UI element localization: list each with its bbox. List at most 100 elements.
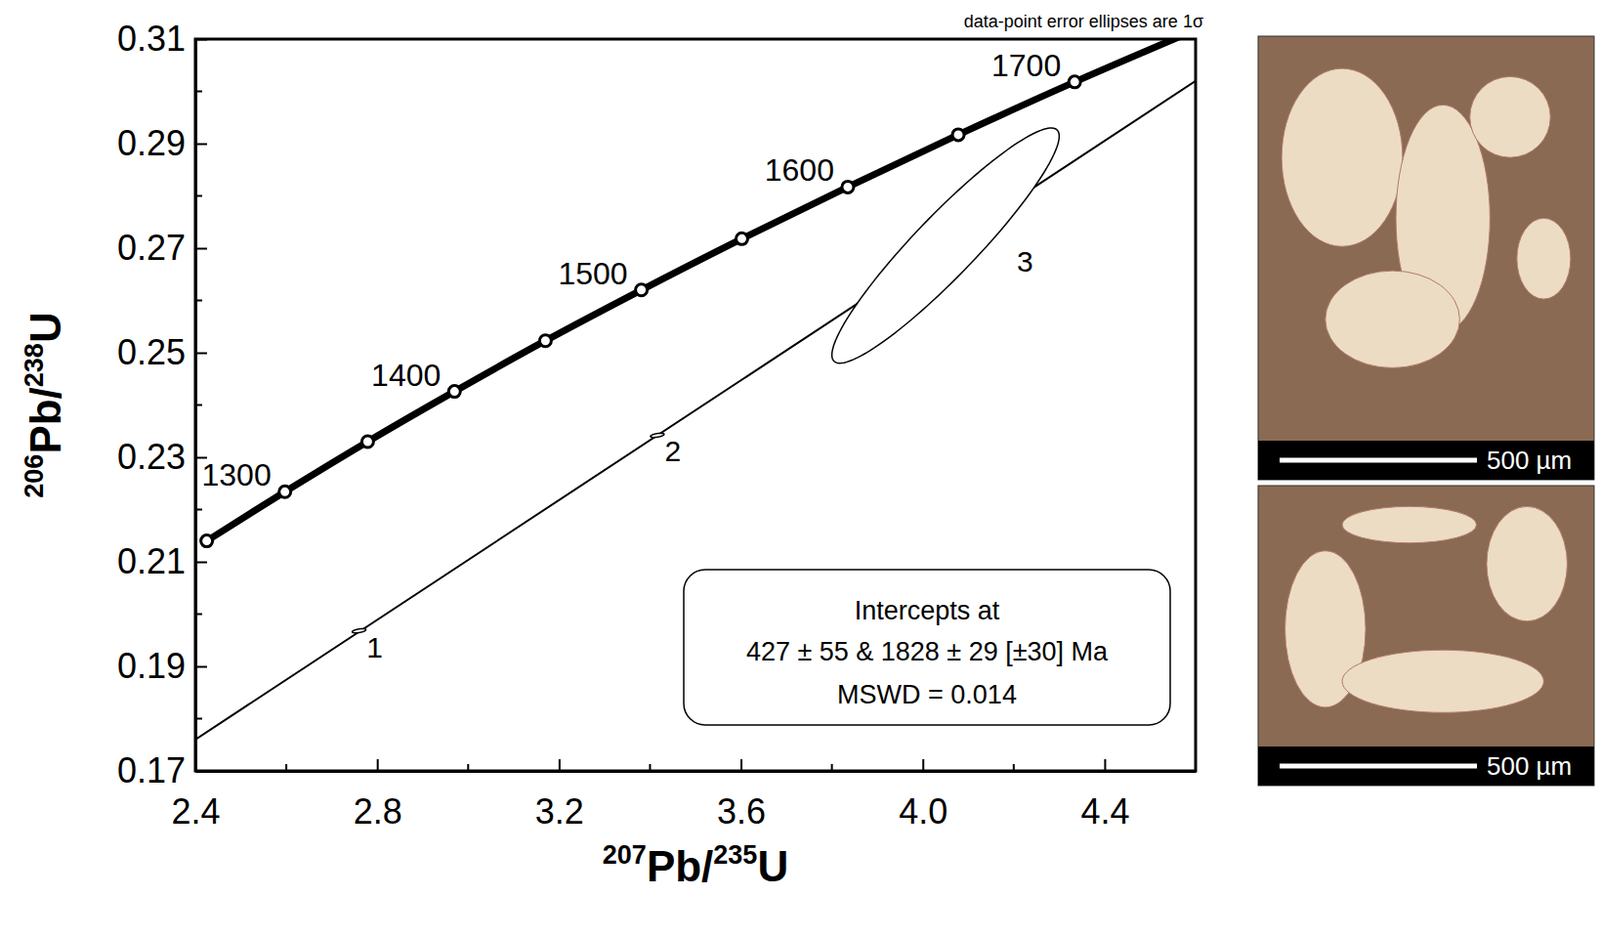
age-label: 1600 [764,152,835,188]
photo-texture [1516,217,1571,299]
y-minor-tick [195,299,203,302]
x-minor-tick [1012,763,1015,771]
y-minor-tick [195,195,203,198]
y-tick-mark [195,143,208,146]
y-tick: 0.19 [117,645,208,686]
concordia-age-marker [448,385,461,398]
photo-texture [1342,649,1544,713]
discordia-line [195,81,1196,740]
y-tick-label: 0.17 [117,750,186,791]
error-ellipse [832,127,1060,364]
x-tick: 4.4 [1080,758,1130,832]
figure: 2.42.83.23.64.04.40.170.190.210.230.250.… [0,0,1600,938]
scale-bar-label: 500 µm [1486,751,1572,781]
photo-texture [1470,76,1552,158]
y-tick: 0.23 [117,436,208,477]
point-label: 1 [366,631,383,664]
y-tick-mark [195,352,208,355]
x-axis: 2.4 2.8 3.2 3.6 4.0 4.4 [170,758,1196,832]
y-tick: 0.27 [117,227,208,268]
point-label: 3 [1016,245,1034,278]
y-minor-tick [195,717,203,720]
age-label: 1500 [557,255,628,292]
intercept-box: Intercepts at 427 ± 55 & 1828 ± 29 [±30] … [683,569,1171,725]
y-tick-label: 0.25 [117,332,186,373]
x-tick-label: 2.4 [170,791,220,832]
concordia-age-marker [361,435,374,448]
x-tick: 4.0 [898,758,948,832]
photo-background [1258,485,1595,786]
scale-bar-band [1258,746,1595,786]
x-tick-label: 4.4 [1080,791,1130,832]
x-axis-line [196,769,1197,773]
y-tick-mark [195,561,208,564]
y-axis-title: 206Pb/238U [19,311,70,498]
x-tick-label: 3.2 [535,791,585,832]
photo-texture [1281,68,1403,247]
photo-texture [1486,505,1568,621]
concordia-age-marker [952,128,965,141]
y-tick-label: 0.27 [117,227,186,268]
intercept-text: 427 ± 55 & 1828 ± 29 [±30] Ma [746,636,1109,667]
x-tick-mark [922,758,925,771]
error-ellipse [352,628,367,632]
age-label: 1300 [202,457,272,493]
photo-texture [1342,505,1477,543]
x-minor-tick [648,763,651,771]
x-minor-tick [466,763,469,771]
intercept-text: MSWD = 0.014 [837,679,1017,710]
photo-texture [1325,270,1461,368]
concordia-age-marker [735,232,748,245]
point-label: 2 [665,434,682,467]
photo-background [1258,36,1595,480]
concordia-curve [207,39,1196,542]
y-tick-mark [195,770,208,773]
y-tick: 0.21 [117,541,208,582]
intercept-text: Intercepts at [854,595,1001,626]
y-tick-mark [195,666,208,669]
photo-panel: 500 µm [1258,36,1595,480]
x-minor-tick [831,763,834,771]
x-tick-mark [1103,758,1106,771]
x-minor-tick [285,763,288,771]
y-tick-label: 0.29 [117,123,186,164]
x-tick-mark [377,758,379,771]
x-tick: 2.8 [353,758,403,832]
plot-marks [195,39,1196,740]
y-tick: 0.25 [117,332,208,373]
y-minor-tick [195,508,203,511]
scale-bar [1279,458,1477,464]
age-label: 1400 [371,357,441,393]
y-axis: 0.17 0.19 0.21 0.23 0.25 0.27 0.29 0.31 [117,18,208,791]
x-tick: 3.6 [716,758,766,832]
age-label: 1700 [991,47,1061,84]
scale-bar-label: 500 µm [1486,445,1572,475]
x-tick-label: 4.0 [898,791,948,832]
y-tick-mark [195,39,208,42]
y-minor-tick [195,613,203,616]
x-tick-label: 2.8 [353,791,403,832]
y-minor-tick [195,90,203,93]
y-tick: 0.31 [117,18,208,59]
scale-bar [1279,763,1477,769]
y-tick-label: 0.21 [117,541,186,582]
intercept-box-frame [683,569,1171,725]
concordia-age-marker [1068,76,1081,88]
concordia-age-marker [842,180,854,193]
scale-bar-band [1258,440,1595,480]
y-tick-mark [195,248,208,251]
concordia-age-marker [201,535,213,548]
note: data-point error ellipses are 1σ [964,11,1204,32]
y-tick: 0.29 [117,123,208,164]
concordia-age-marker [279,485,292,498]
concordia-age-marker [539,335,551,347]
x-tick-label: 3.6 [716,791,766,832]
y-tick: 0.17 [117,750,208,791]
x-tick: 3.2 [535,758,585,832]
y-tick-label: 0.23 [117,436,186,477]
x-tick-mark [740,758,743,771]
error-ellipse [650,432,665,437]
photo-panel: 500 µm [1258,485,1595,786]
y-tick-label: 0.31 [117,18,186,59]
y-tick-label: 0.19 [117,645,186,686]
